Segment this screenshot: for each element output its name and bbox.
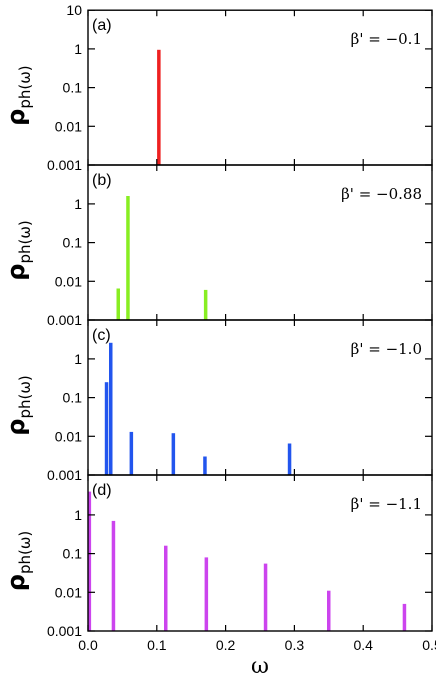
y-tick-label: 0.01 xyxy=(55,118,82,134)
panel-tag: (d) xyxy=(92,482,112,499)
x-tick-label: 0.0 xyxy=(78,637,98,653)
bar xyxy=(204,557,209,631)
beta-annotation: β' = −1.1 xyxy=(351,495,422,513)
beta-annotation: β' = −0.1 xyxy=(351,30,422,48)
y-axis-label: ρph(ω) xyxy=(2,65,34,125)
panel-tag: (c) xyxy=(92,327,111,344)
bar xyxy=(87,491,92,631)
x-axis-label: ω xyxy=(251,654,269,678)
y-axis-label: ρph(ω) xyxy=(2,375,34,435)
bar xyxy=(164,545,168,631)
bar xyxy=(203,456,207,475)
y-tick-label: 0.01 xyxy=(55,273,82,289)
bar xyxy=(402,603,407,631)
y-tick-label: 0.001 xyxy=(47,623,82,639)
bar xyxy=(263,563,268,631)
y-tick-label: 0.01 xyxy=(55,584,82,600)
y-tick-label: 0.1 xyxy=(63,546,83,562)
beta-annotation: β' = −1.0 xyxy=(351,340,422,358)
y-tick-label: 0.001 xyxy=(47,312,82,328)
bar xyxy=(157,49,161,165)
y-tick-label: 10 xyxy=(66,2,82,18)
bar xyxy=(129,431,134,475)
y-axis-label: ρph(ω) xyxy=(2,220,34,280)
bar xyxy=(111,520,116,631)
bar xyxy=(203,289,208,320)
panel-tag: (b) xyxy=(92,172,112,189)
bar xyxy=(104,382,109,475)
y-tick-label: 0.1 xyxy=(63,390,83,406)
bar xyxy=(116,288,120,320)
y-tick-label: 0.1 xyxy=(63,80,83,96)
y-tick-label: 0.1 xyxy=(63,235,83,251)
y-tick-label: 1 xyxy=(74,196,82,212)
bar xyxy=(171,433,176,475)
panel-tag: (a) xyxy=(92,17,112,34)
bar xyxy=(287,443,292,475)
x-tick-label: 0.2 xyxy=(216,637,236,653)
y-tick-label: 0.001 xyxy=(47,157,82,173)
beta-annotation: β' = −0.88 xyxy=(341,185,422,203)
x-tick-label: 0.3 xyxy=(285,637,305,653)
x-tick-label: 0.1 xyxy=(147,637,167,653)
y-tick-label: 0.001 xyxy=(47,467,82,483)
bar xyxy=(126,196,130,320)
y-tick-label: 0.01 xyxy=(55,428,82,444)
y-tick-label: 1 xyxy=(74,41,82,57)
y-axis-label: ρph(ω) xyxy=(2,531,34,591)
x-tick-label: 0.5 xyxy=(422,637,436,653)
y-tick-label: 1 xyxy=(74,507,82,523)
bar xyxy=(327,590,331,631)
y-tick-label: 1 xyxy=(74,351,82,367)
x-tick-label: 0.4 xyxy=(353,637,373,653)
bar xyxy=(109,342,113,475)
